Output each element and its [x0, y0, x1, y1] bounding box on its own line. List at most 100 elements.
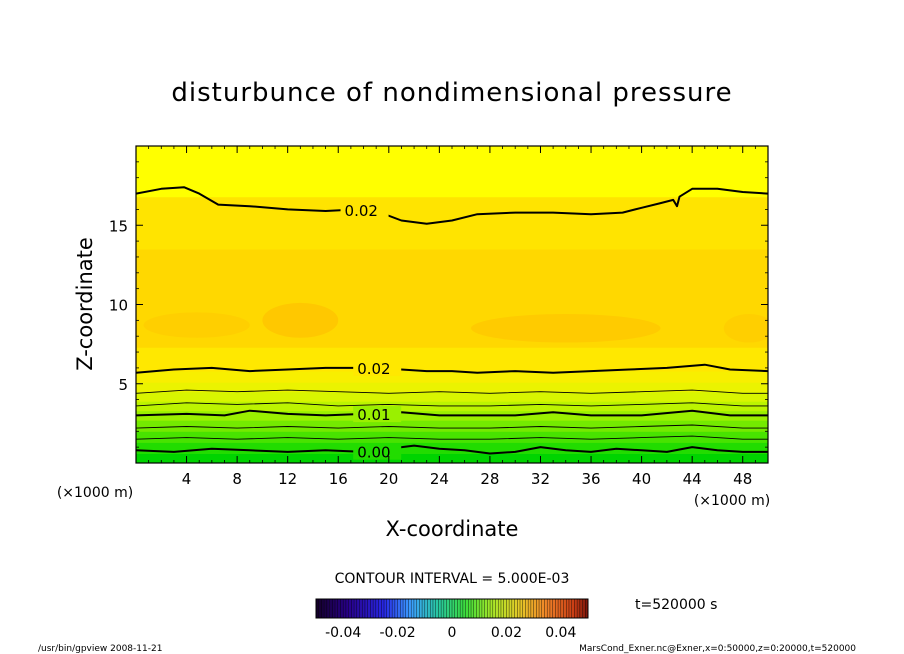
colorbar-cell-35 [411, 599, 415, 618]
contour-line-7 [136, 444, 768, 455]
colorbar-cell-75 [520, 599, 523, 618]
colorbar-tick-label-0: -0.04 [325, 625, 361, 641]
colorbar-cell-19 [367, 599, 371, 618]
colorbar-cell-80 [533, 599, 537, 618]
colorbar-cell-91 [563, 599, 567, 618]
contour-line-5 [136, 424, 768, 429]
fill-patch-3 [723, 314, 768, 343]
colorbar-cell-65 [492, 599, 496, 618]
colorbar-tick-label-4: 0.04 [545, 625, 576, 641]
colorbar-cell-66 [495, 599, 499, 618]
colorbar-cell-21 [373, 599, 377, 618]
colorbar-cell-30 [397, 599, 401, 618]
colorbar-cell-25 [384, 599, 387, 618]
fill-band-12 [136, 146, 768, 198]
colorbar-cell-9 [340, 599, 344, 618]
colorbar-cell-39 [422, 599, 425, 618]
contour-label-0: 0.02 [345, 202, 378, 220]
contour-line-1 [136, 363, 768, 374]
colorbar-cell-68 [500, 599, 504, 618]
colorbar-cell-60 [479, 599, 483, 618]
fill-patch-0 [143, 312, 250, 338]
contour-label-bg-1 [353, 359, 402, 376]
colorbar-cell-3 [324, 599, 328, 618]
colorbar-cell-56 [468, 599, 472, 618]
colorbar-cell-78 [528, 599, 532, 618]
colorbar-frame [315, 598, 589, 619]
colorbar-cell-98 [582, 599, 586, 618]
fill-band-1 [136, 442, 768, 454]
colorbar-cell-11 [345, 599, 349, 618]
contour-line-6 [136, 435, 768, 440]
colorbar-cell-29 [394, 599, 398, 618]
contour-line-3 [136, 402, 768, 407]
fill-band-2 [136, 431, 768, 443]
colorbar-cell-46 [441, 599, 445, 618]
filled-contour-patches [143, 302, 768, 343]
contour-interval-label: CONTOUR INTERVAL = 5.000E-03 [335, 571, 570, 587]
colorbar-cell-69 [503, 599, 507, 618]
colorbar-cell-27 [389, 599, 393, 618]
colorbar-cell-89 [558, 599, 561, 618]
colorbar-cell-4 [326, 599, 330, 618]
fill-band-7 [136, 382, 768, 393]
x-tick-label-5: 24 [430, 470, 449, 488]
colorbar-cell-41 [427, 599, 431, 618]
contour-label-1: 0.02 [357, 360, 390, 378]
x-tick-label-9: 40 [632, 470, 651, 488]
colorbar-cell-36 [413, 599, 417, 618]
contour-label-7: 0.00 [357, 444, 390, 462]
x-tick-label-4: 20 [379, 470, 398, 488]
y-axis-ticks: 5 10 15 [109, 161, 768, 448]
plot-area: 0.020.020.010.00 4 8 12 16 20 24 28 32 36 40 44 48 … [109, 145, 769, 488]
colorbar-cell-99 [585, 599, 589, 618]
colorbar-cell-37 [416, 599, 420, 618]
colorbar-cell-1 [318, 599, 322, 618]
colorbar-cell-26 [386, 599, 390, 618]
colorbar-tick-label-2: 0 [448, 625, 457, 641]
x-axis-ticks: 4 8 12 16 20 24 28 32 36 40 44 48 [148, 146, 756, 488]
colorbar-cell-67 [498, 599, 502, 618]
colorbar-cell-94 [571, 599, 575, 618]
colorbar-cell-55 [465, 599, 469, 618]
colorbar-cell-74 [517, 599, 521, 618]
contour-label-bg-0 [340, 202, 389, 219]
colorbar-cell-43 [432, 599, 436, 618]
colorbar-cell-82 [539, 599, 542, 618]
x-tick-label-10: 44 [683, 470, 702, 488]
colorbar-cell-0 [316, 599, 319, 618]
colorbar-cell-73 [514, 599, 518, 618]
fill-patch-1 [262, 302, 339, 338]
footer-right: MarsCond_Exner.nc@Exner,x=0:50000,z=0:20… [579, 644, 856, 654]
colorbar-cell-59 [476, 599, 480, 618]
filled-contour-bands [136, 146, 768, 463]
colorbar-cell-17 [362, 599, 366, 618]
colorbar-cell-84 [544, 599, 548, 618]
colorbar-cell-14 [354, 599, 357, 618]
colorbar-cell-79 [530, 599, 534, 618]
contour-line-4 [136, 409, 768, 417]
colorbar-cell-95 [574, 599, 578, 618]
colorbar-tick-label-3: 0.02 [491, 625, 522, 641]
colorbar-cell-15 [356, 599, 360, 618]
colorbar-cell-18 [364, 599, 368, 618]
colorbar-cell-71 [509, 599, 513, 618]
colorbar-cell-31 [400, 599, 404, 618]
colorbar-cell-51 [454, 599, 458, 618]
colorbar-cell-42 [430, 599, 434, 618]
colorbar-cell-13 [351, 599, 355, 618]
colorbar-cell-47 [443, 599, 447, 618]
colorbar-cell-32 [403, 599, 406, 618]
fill-patch-2 [470, 314, 661, 343]
fill-band-0 [136, 453, 768, 463]
colorbar-cell-28 [392, 599, 396, 618]
colorbar-cell-86 [549, 599, 553, 618]
x-tick-label-1: 8 [232, 470, 242, 488]
x-axis-label: X-coordinate [386, 517, 519, 541]
contour-labels: 0.02 0.02 0.01 0.00 [340, 202, 402, 462]
colorbar-cell-96 [577, 599, 581, 618]
time-label: t=520000 s [635, 597, 717, 613]
colorbar-cell-44 [435, 599, 439, 618]
colorbar-cell-88 [555, 599, 559, 618]
